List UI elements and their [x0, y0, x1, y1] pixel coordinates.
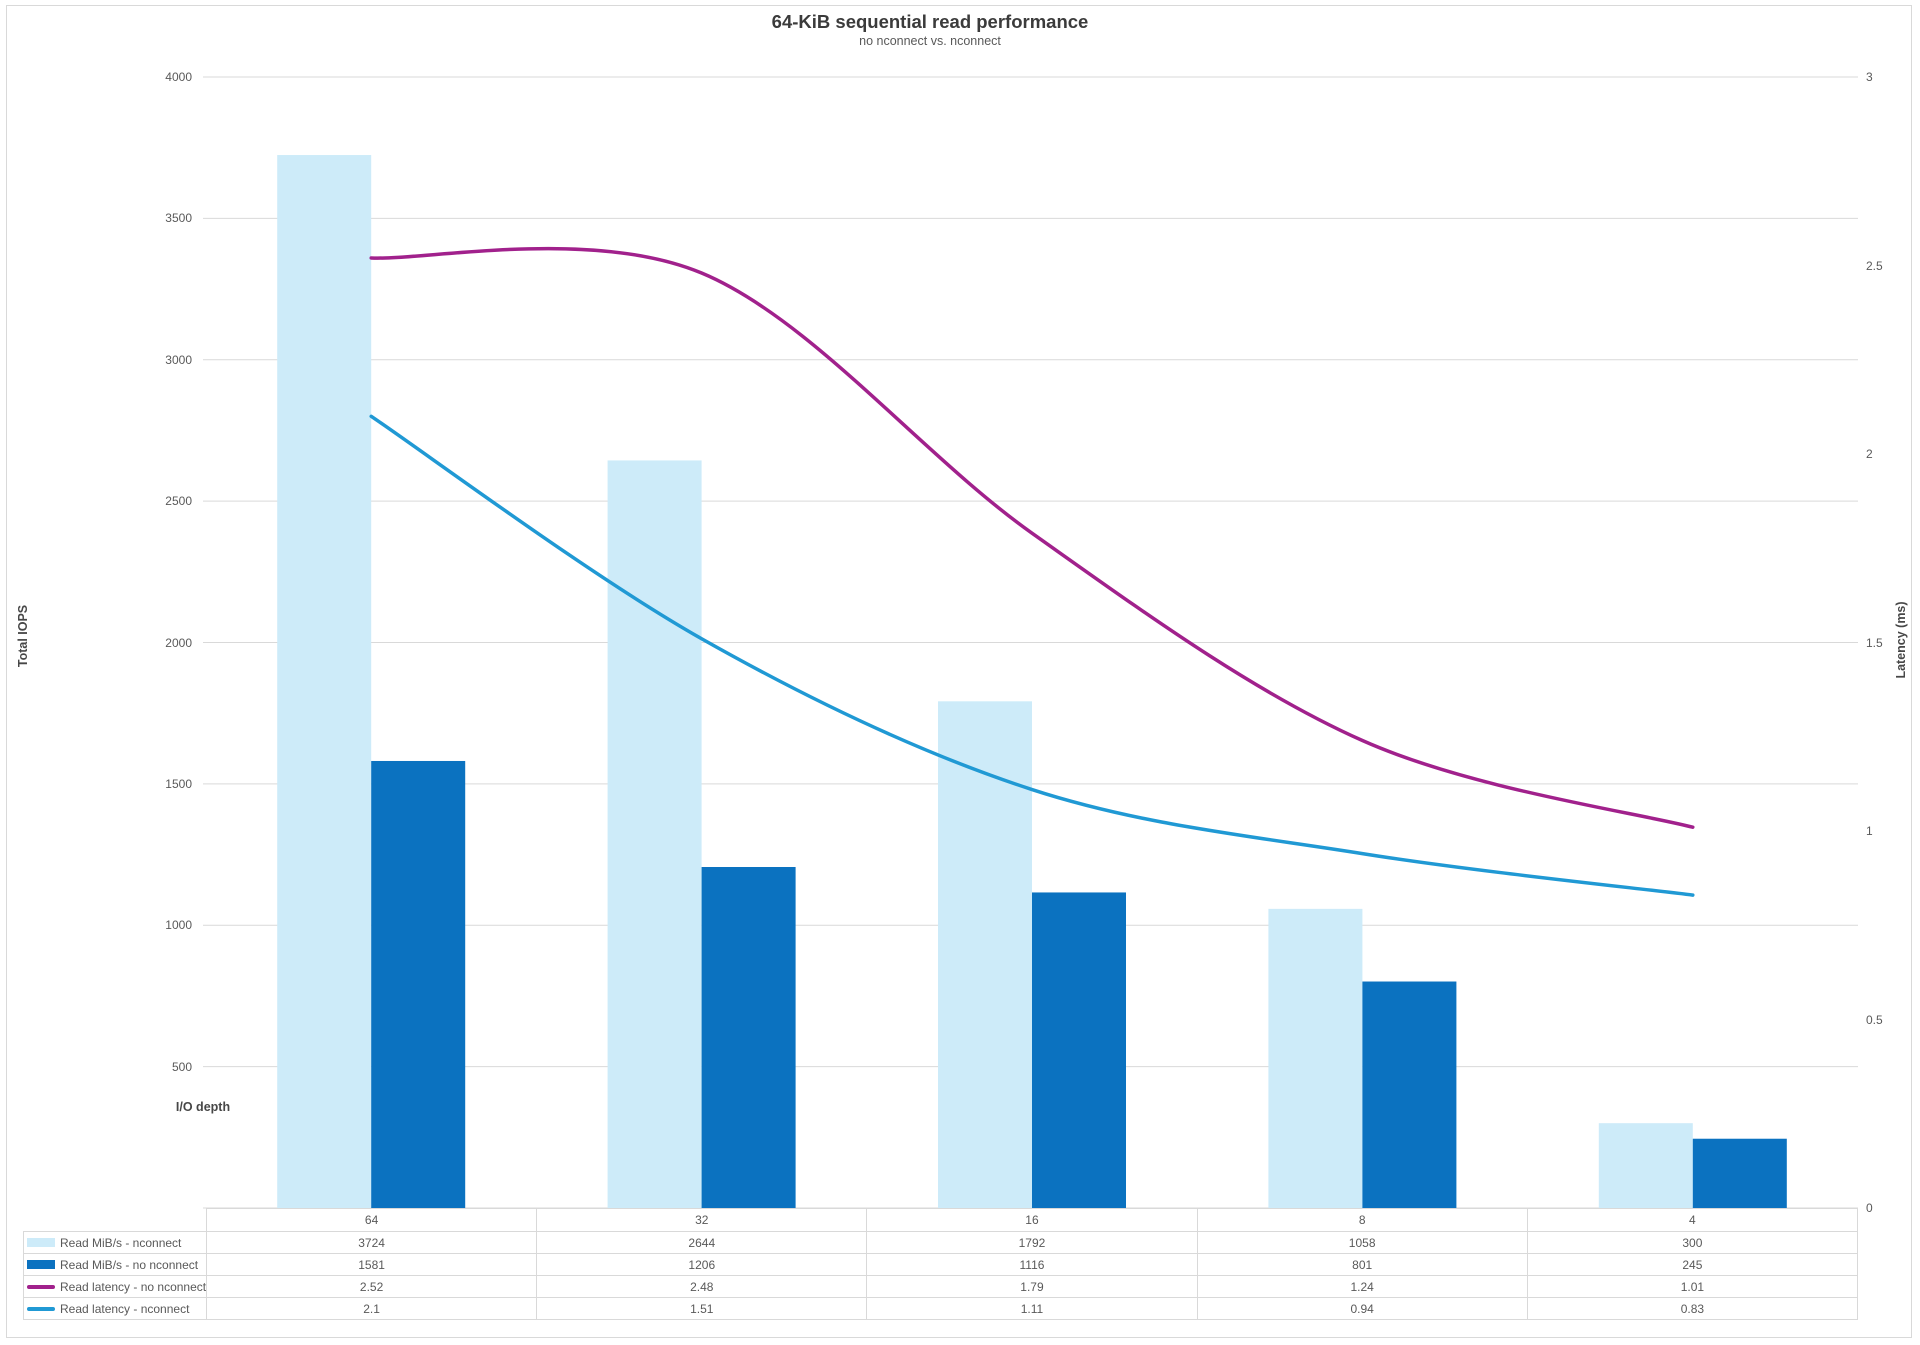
- legend-label: Read latency - nconnect: [60, 1301, 190, 1316]
- table-row-read-mib-s-no-nconnect: Read MiB/s - no nconnect 1581 1206 1116 801 2…: [23, 1253, 1859, 1276]
- bar-read-mib-s-no-nconnect-8: [1362, 981, 1457, 1208]
- right-axis-tick: 2: [1866, 447, 1873, 461]
- left-axis-tick: 2500: [165, 494, 192, 509]
- left-axis-tick: 4000: [165, 70, 192, 84]
- legend-cell: Read MiB/s - no nconnect: [23, 1253, 207, 1276]
- line-read-latency-nconnect: [369, 414, 1695, 897]
- legend-swatch-read-latency-nconnect: [27, 1306, 55, 1311]
- table-row-read-latency-no-nconnect: Read latency - no nconnect 2.52 2.48 1.79 1.…: [23, 1275, 1859, 1298]
- legend-swatch-read-mib-s-no-nconnect: [27, 1260, 55, 1269]
- table-header-row: 64 32 16 8 4: [23, 1208, 1859, 1232]
- right-axis-tick: 0: [1866, 1201, 1873, 1215]
- legend-cell: Read latency - nconnect: [23, 1297, 207, 1320]
- right-axis-tick: 0.5: [1866, 1012, 1883, 1027]
- table-category-header: 4: [1526, 1208, 1859, 1232]
- table-value-cell: 1792: [866, 1231, 1198, 1254]
- table-value-cell: 1116: [866, 1253, 1198, 1276]
- table-value-cell: 1.11: [866, 1297, 1198, 1320]
- table-value-cell: 0.94: [1196, 1297, 1528, 1320]
- legend-swatch-read-mib-s-nconnect: [27, 1238, 55, 1247]
- table-value-cell: 0.83: [1526, 1297, 1859, 1320]
- table-corner-cell: [23, 1208, 207, 1232]
- left-axis-tick: 3500: [165, 211, 192, 226]
- bar-read-mib-s-nconnect-16: [938, 701, 1032, 1208]
- table-row-read-mib-s-nconnect: Read MiB/s - nconnect 3724 2644 1792 1058 300: [23, 1231, 1859, 1254]
- table-value-cell: 1206: [536, 1253, 868, 1276]
- table-value-cell: 1.51: [536, 1297, 868, 1320]
- left-axis-tick: 3000: [165, 352, 192, 367]
- table-category-header: 64: [205, 1208, 538, 1232]
- legend-label: Read MiB/s - nconnect: [60, 1235, 182, 1250]
- right-axis-tick: 2.5: [1866, 258, 1883, 273]
- table-value-cell: 2644: [536, 1231, 868, 1254]
- legend-label: Read MiB/s - no nconnect: [60, 1257, 199, 1272]
- bar-read-mib-s-no-nconnect-64: [371, 760, 466, 1208]
- table-value-cell: 1581: [205, 1253, 538, 1276]
- right-axis-tick: 1: [1866, 824, 1873, 838]
- table-value-cell: 300: [1526, 1231, 1859, 1254]
- bar-read-mib-s-nconnect-32: [607, 460, 702, 1208]
- bar-read-mib-s-nconnect-64: [277, 155, 372, 1208]
- table-category-header: 16: [866, 1208, 1198, 1232]
- table-value-cell: 2.52: [205, 1275, 538, 1298]
- table-category-header: 8: [1196, 1208, 1528, 1232]
- table-value-cell: 3724: [205, 1231, 538, 1254]
- chart-title: 64-KiB sequential read performance: [771, 11, 1089, 32]
- legend-cell: Read latency - no nconnect: [23, 1275, 207, 1298]
- table-value-cell: 2.1: [205, 1297, 538, 1320]
- table-value-cell: 1058: [1196, 1231, 1528, 1254]
- line-read-latency-no-nconnect: [369, 246, 1695, 829]
- table-category-header: 32: [536, 1208, 868, 1232]
- legend-cell: Read MiB/s - nconnect: [23, 1231, 207, 1254]
- table-value-cell: 2.48: [536, 1275, 868, 1298]
- data-table: 64 32 16 8 4 Read MiB/s - nconnect 3724 2644 179…: [23, 1208, 1859, 1320]
- table-value-cell: 801: [1196, 1253, 1528, 1276]
- table-value-cell: 245: [1526, 1253, 1859, 1276]
- legend-swatch-read-latency-no-nconnect: [27, 1284, 55, 1289]
- left-axis-tick: 1500: [165, 776, 192, 791]
- x-axis-title: I/O depth: [175, 1100, 231, 1114]
- table-value-cell: 1.01: [1526, 1275, 1859, 1298]
- table-row-read-latency-nconnect: Read latency - nconnect 2.1 1.51 1.11 0.94 0.…: [23, 1297, 1859, 1320]
- right-axis-tick: 3: [1866, 70, 1873, 84]
- bar-read-mib-s-no-nconnect-4: [1692, 1138, 1787, 1208]
- left-axis-tick: 500: [171, 1059, 192, 1074]
- table-value-cell: 1.79: [866, 1275, 1198, 1298]
- right-axis-tick: 1.5: [1866, 635, 1883, 650]
- bar-read-mib-s-nconnect-8: [1268, 908, 1363, 1208]
- bar-read-mib-s-no-nconnect-32: [701, 867, 796, 1208]
- left-axis-tick: 1000: [165, 918, 192, 933]
- left-axis-tick: 2000: [165, 635, 192, 650]
- bar-read-mib-s-no-nconnect-16: [1032, 892, 1126, 1208]
- table-value-cell: 1.24: [1196, 1275, 1528, 1298]
- legend-label: Read latency - no nconnect: [60, 1279, 207, 1294]
- bar-read-mib-s-nconnect-4: [1598, 1123, 1693, 1208]
- chart-subtitle: no nconnect vs. nconnect: [859, 34, 1001, 48]
